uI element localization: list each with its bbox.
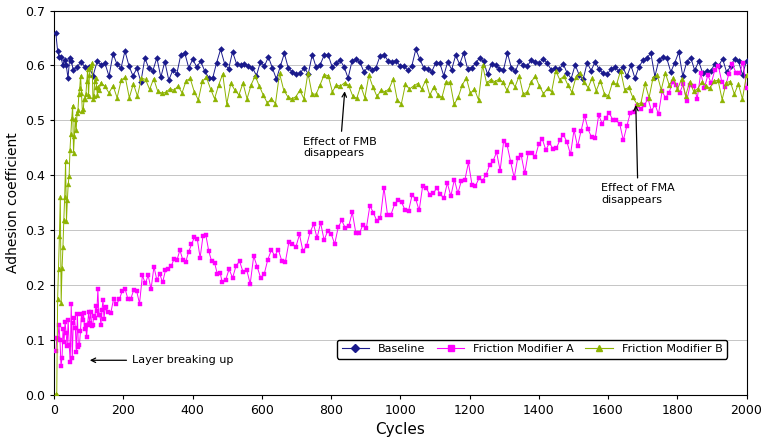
Text: Effect of FMB
disappears: Effect of FMB disappears [303,93,377,159]
Text: Effect of FMA
disappears: Effect of FMA disappears [601,106,675,205]
X-axis label: Cycles: Cycles [376,423,425,437]
Legend: Baseline, Friction Modifier A, Friction Modifier B: Baseline, Friction Modifier A, Friction … [337,340,727,358]
Y-axis label: Adhesion coefficient: Adhesion coefficient [5,132,19,273]
Text: Layer breaking up: Layer breaking up [91,355,233,365]
